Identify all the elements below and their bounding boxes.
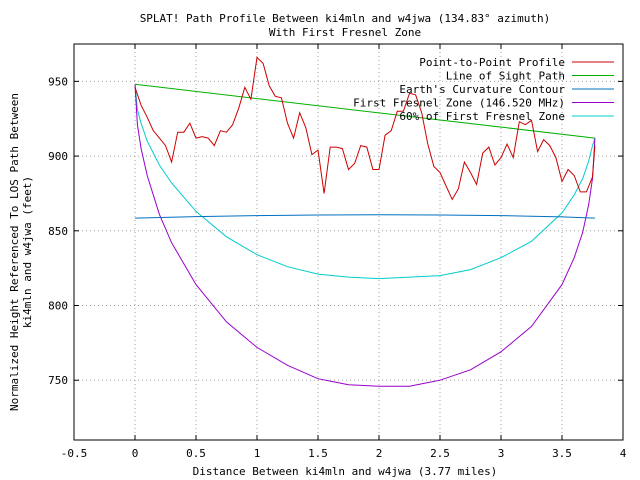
chart-subtitle: With First Fresnel Zone <box>269 26 421 39</box>
y-tick-label: 800 <box>48 300 68 313</box>
plot-series <box>134 56 596 387</box>
x-tick-label: 3.5 <box>552 447 572 460</box>
series-line-60-of-first-fresnel-zone <box>134 84 596 280</box>
y-tick-label: 750 <box>48 374 68 387</box>
y-axis-label-line2: ki4mln and w4jwa (feet) <box>21 176 34 328</box>
y-tick-label: 950 <box>48 75 68 88</box>
axis-ticks: -0.5 0 0.5 1 1.5 2 2.5 3 3.5 4 750 800 850 900 950 <box>48 44 627 460</box>
series-line-first-fresnel-zone-146-520-mhz <box>134 84 596 387</box>
x-tick-label: 2 <box>376 447 383 460</box>
x-tick-label: 1 <box>254 447 261 460</box>
chart-title: SPLAT! Path Profile Between ki4mln and w… <box>140 12 551 25</box>
x-axis-label: Distance Between ki4mln and w4jwa (3.77 … <box>193 465 498 478</box>
legend-label-point-to-point-profile: Point-to-Point Profile <box>419 56 565 69</box>
x-tick-label: -0.5 <box>61 447 88 460</box>
series-line-earth-s-curvature-contour <box>134 214 595 219</box>
y-axis-label-line1: Normalized Height Referenced To LOS Path… <box>8 93 21 411</box>
legend-label-line-of-sight-path: Line of Sight Path <box>446 70 565 83</box>
x-tick-label: 2.5 <box>430 447 450 460</box>
legend-label-first-fresnel-zone-146-520-mhz: First Fresnel Zone (146.520 MHz) <box>353 97 565 110</box>
x-tick-label: 1.5 <box>308 447 328 460</box>
legend-label-60-of-first-fresnel-zone: 60% of First Fresnel Zone <box>399 110 565 123</box>
y-tick-label: 900 <box>48 150 68 163</box>
y-tick-label: 850 <box>48 225 68 238</box>
y-axis-label: Normalized Height Referenced To LOS Path… <box>8 93 34 411</box>
x-tick-label: 0.5 <box>186 447 206 460</box>
x-tick-label: 0 <box>132 447 139 460</box>
x-tick-label: 4 <box>620 447 627 460</box>
legend-label-earth-s-curvature-contour: Earth's Curvature Contour <box>399 83 565 96</box>
series-line-point-to-point-profile <box>134 56 596 201</box>
plot-frame <box>73 43 624 441</box>
x-tick-label: 3 <box>498 447 505 460</box>
